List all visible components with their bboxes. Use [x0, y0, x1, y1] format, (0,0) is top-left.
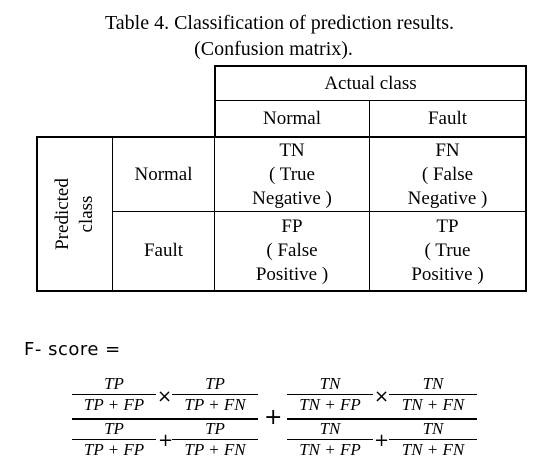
precision-negative-fraction: TN TN + FP: [287, 374, 373, 415]
precision-positive-fraction: TP TP + FP: [72, 419, 156, 460]
cell-desc-line1: ( False: [421, 163, 474, 185]
cell-desc-line1: ( False: [266, 240, 318, 261]
recall-positive-fraction: TP TP + FN: [172, 419, 258, 460]
fraction-denominator: TP + FN: [172, 394, 258, 415]
row-label-normal: Normal: [134, 163, 193, 185]
recall-negative-fraction: TN TN + FN: [389, 419, 477, 460]
cell-false-negative: FN ( False Negative ): [370, 138, 525, 211]
cell-abbr: FN: [435, 139, 460, 161]
fraction-denominator: TN + FN: [389, 394, 477, 415]
cell-abbr: TN: [279, 139, 305, 161]
recall-positive-fraction: TP TP + FN: [172, 374, 258, 415]
recall-negative-fraction: TN TN + FN: [389, 374, 477, 415]
fraction-denominator: TN + FP: [287, 439, 373, 460]
predicted-class-header-line2: class: [75, 195, 97, 233]
precision-negative-fraction: TN TN + FP: [287, 419, 373, 460]
fraction-denominator: TP + FP: [72, 439, 156, 460]
main-fraction-bar: [72, 418, 258, 420]
fraction-denominator: TP + FN: [172, 439, 258, 460]
cell-desc-line2: Negative ): [407, 187, 488, 209]
table-caption-subtitle: (Confusion matrix).: [194, 38, 353, 60]
column-label-fault: Fault: [427, 107, 468, 129]
fraction-numerator: TN: [422, 374, 444, 393]
cell-desc-line1: ( True: [424, 240, 471, 261]
cell-false-positive: FP ( False Positive ): [215, 212, 369, 290]
row-label-fault: Fault: [143, 240, 184, 261]
fraction-numerator: TP: [104, 419, 124, 438]
table-caption-title: Table 4. Classification of prediction re…: [104, 12, 455, 34]
fraction-numerator: TN: [319, 374, 341, 393]
fraction-denominator: TN + FN: [389, 439, 477, 460]
cell-abbr: TP: [436, 216, 459, 237]
plus-operator: +: [158, 430, 174, 451]
times-operator: ×: [157, 386, 173, 407]
fraction-denominator: TN + FP: [287, 394, 373, 415]
cell-desc-line2: Positive ): [411, 264, 484, 285]
cell-abbr: FP: [281, 216, 303, 237]
main-fraction-bar: [287, 418, 477, 420]
actual-class-header: Actual class: [324, 72, 417, 94]
fraction-numerator: TN: [319, 419, 341, 438]
cell-desc-line2: Positive ): [255, 264, 329, 285]
plus-operator: +: [264, 405, 283, 430]
plus-operator: +: [374, 430, 390, 451]
column-label-normal: Normal: [262, 107, 322, 129]
precision-positive-fraction: TP TP + FP: [72, 374, 156, 415]
cell-desc-line1: ( True: [269, 163, 315, 185]
cell-true-positive: TP ( True Positive ): [370, 212, 525, 290]
fraction-numerator: TP: [205, 419, 225, 438]
cell-true-negative: TN ( True Negative ): [215, 138, 369, 211]
predicted-class-header: Predicted class: [38, 138, 112, 290]
fraction-numerator: TP: [205, 374, 225, 393]
f-score-label: F- score =: [24, 339, 121, 360]
predicted-class-header-line1: Predicted: [51, 178, 73, 250]
cell-desc-line2: Negative ): [252, 187, 332, 209]
times-operator: ×: [374, 386, 390, 407]
fraction-numerator: TP: [104, 374, 124, 393]
fraction-numerator: TN: [422, 419, 444, 438]
fraction-denominator: TP + FP: [72, 394, 156, 415]
